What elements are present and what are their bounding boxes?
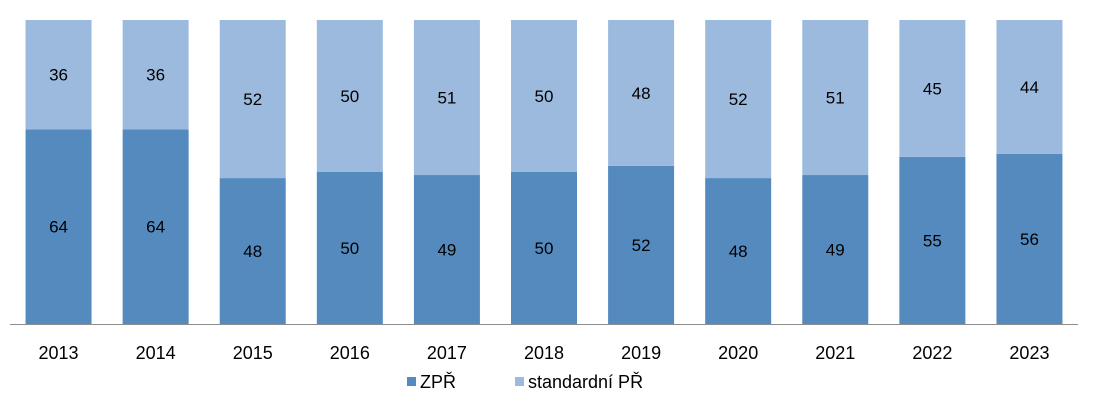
data-label-zpr-2023: 56 xyxy=(1020,230,1039,249)
data-label-zpr-2015: 48 xyxy=(243,242,262,261)
data-label-zpr-2013: 64 xyxy=(49,218,68,237)
x-tick-label-2019: 2019 xyxy=(621,343,661,363)
bar-standardni-pr-2019 xyxy=(608,20,675,166)
x-tick-label-2022: 2022 xyxy=(912,343,952,363)
bar-standardni-pr-2013 xyxy=(25,20,92,130)
data-label-zpr-2017: 49 xyxy=(437,241,456,260)
data-label-zpr-2020: 48 xyxy=(729,242,748,261)
data-label-standardni-pr-2018: 50 xyxy=(535,87,554,106)
x-tick-label-2023: 2023 xyxy=(1009,343,1049,363)
data-label-zpr-2016: 50 xyxy=(340,239,359,258)
plot-area: 64 36 64 36 48 52 50 50 49 51 50 50 52 48 48 52 49 51 55 45… xyxy=(25,20,1063,324)
x-axis-tick-labels: 2013 2014 2015 2016 2017 2018 2019 2020 2021 2022… xyxy=(39,343,1050,363)
data-label-standardni-pr-2022: 45 xyxy=(923,79,942,98)
bar-zpr-2015 xyxy=(219,178,286,324)
bar-zpr-2013 xyxy=(25,129,92,324)
x-tick-label-2018: 2018 xyxy=(524,343,564,363)
x-tick-label-2021: 2021 xyxy=(815,343,855,363)
bar-standardni-pr-2016 xyxy=(316,20,383,172)
data-label-standardni-pr-2021: 51 xyxy=(826,89,845,108)
legend-label: standardní PŘ xyxy=(528,372,643,392)
legend-label: ZPŘ xyxy=(420,372,456,392)
bar-standardni-pr-2020 xyxy=(705,20,772,179)
bar-zpr-2021 xyxy=(802,175,869,324)
x-tick-label-2020: 2020 xyxy=(718,343,758,363)
data-label-standardni-pr-2017: 51 xyxy=(437,89,456,108)
data-label-standardni-pr-2020: 52 xyxy=(729,90,748,109)
bar-zpr-2019 xyxy=(608,165,675,324)
data-label-standardni-pr-2013: 36 xyxy=(49,66,68,85)
bar-standardni-pr-2014 xyxy=(122,20,189,130)
legend-swatch xyxy=(515,377,524,386)
data-label-zpr-2021: 49 xyxy=(826,241,845,260)
bar-standardni-pr-2015 xyxy=(219,20,286,179)
data-label-standardni-pr-2019: 48 xyxy=(632,84,651,103)
legend-swatch xyxy=(407,377,416,386)
bar-zpr-2023 xyxy=(996,153,1063,324)
bar-standardni-pr-2018 xyxy=(511,20,577,172)
data-label-zpr-2022: 55 xyxy=(923,231,942,250)
data-label-standardni-pr-2014: 36 xyxy=(146,66,165,85)
x-tick-label-2015: 2015 xyxy=(233,343,273,363)
legend: ZPŘ standardní PŘ xyxy=(407,372,643,392)
bar-standardni-pr-2022 xyxy=(899,20,966,157)
x-tick-label-2017: 2017 xyxy=(427,343,467,363)
bar-zpr-2020 xyxy=(705,178,772,324)
bar-zpr-2016 xyxy=(316,172,383,324)
bar-standardni-pr-2017 xyxy=(413,20,480,176)
data-label-standardni-pr-2023: 44 xyxy=(1020,78,1039,97)
x-tick-label-2013: 2013 xyxy=(39,343,79,363)
bar-zpr-2017 xyxy=(413,175,480,324)
x-tick-label-2014: 2014 xyxy=(136,343,176,363)
bar-zpr-2014 xyxy=(122,129,189,324)
bar-zpr-2022 xyxy=(899,156,966,324)
legend-item-zpr: ZPŘ xyxy=(407,372,456,392)
bar-standardni-pr-2023 xyxy=(996,20,1063,154)
bar-zpr-2018 xyxy=(511,172,577,324)
legend-item-standardni-pr: standardní PŘ xyxy=(515,372,643,392)
x-tick-label-2016: 2016 xyxy=(330,343,370,363)
data-label-standardni-pr-2016: 50 xyxy=(340,87,359,106)
data-label-zpr-2019: 52 xyxy=(632,236,651,255)
data-label-zpr-2014: 64 xyxy=(146,218,165,237)
data-label-zpr-2018: 50 xyxy=(535,239,554,258)
data-label-standardni-pr-2015: 52 xyxy=(243,90,262,109)
bar-standardni-pr-2021 xyxy=(802,20,869,176)
